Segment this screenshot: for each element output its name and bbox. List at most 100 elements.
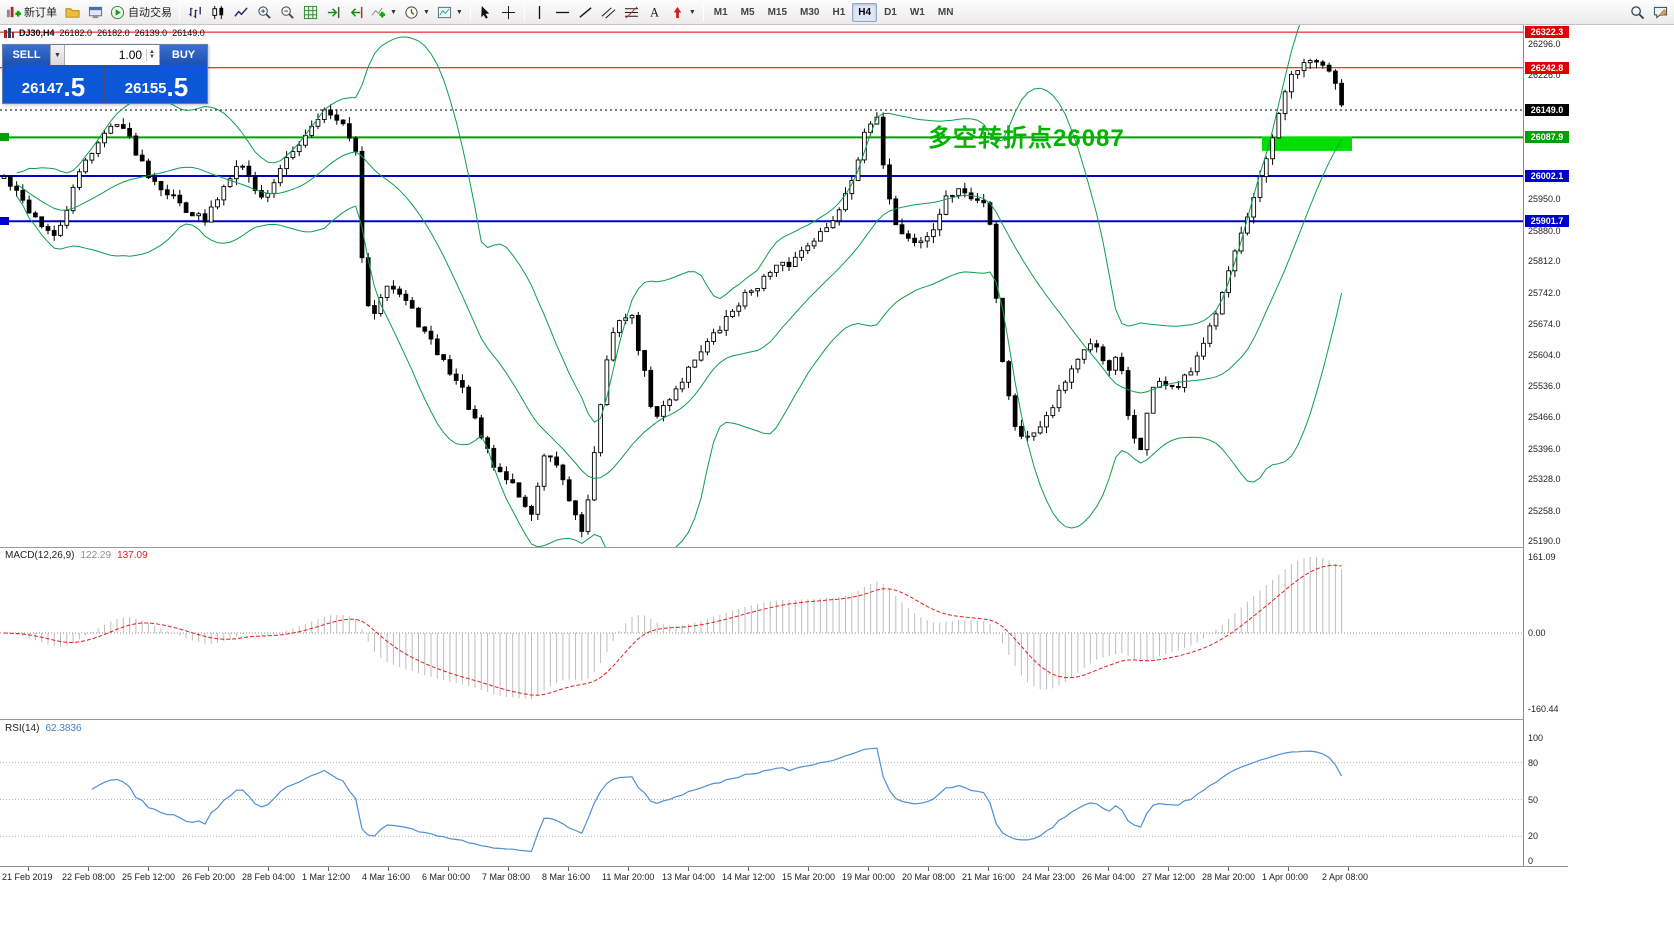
time-axis-label: 22 Feb 08:00	[62, 872, 116, 882]
search-button[interactable]	[1626, 2, 1648, 23]
time-axis[interactable]: 21 Feb 2019 22 Feb 08:00 25 Feb 12:00 26 Fe…	[0, 866, 1568, 890]
vertical-line-button[interactable]	[529, 2, 551, 23]
price-scale-tick: 25880.0	[1528, 225, 1561, 236]
periods-button[interactable]: ▼	[401, 2, 433, 23]
buy-button[interactable]: BUY	[160, 45, 207, 65]
price-line-left-tag[interactable]	[0, 217, 9, 226]
price-scale[interactable]: 26296.0 26226.0 25950.0 25880.0 25812.0 25742…	[1523, 25, 1674, 890]
timeframe-m30[interactable]: M30	[800, 6, 820, 18]
zoom-out-button[interactable]	[276, 2, 298, 23]
time-axis-tick	[688, 867, 689, 871]
line-chart-button[interactable]	[230, 2, 252, 23]
grid-button[interactable]	[299, 2, 321, 23]
bollinger-bands	[16, 25, 1343, 547]
volume-dropdown[interactable]: ▼	[50, 45, 65, 65]
volume-value: 1.00	[118, 48, 143, 62]
timeframe-m15[interactable]: M15	[767, 6, 788, 18]
chart-shift-button[interactable]	[345, 2, 367, 23]
time-axis-tick	[88, 867, 89, 871]
chart-shift-icon	[350, 6, 362, 18]
terminal-button[interactable]	[84, 2, 106, 23]
timeframe-w1[interactable]: W1	[909, 6, 925, 18]
timeframe-h1[interactable]: H1	[832, 6, 846, 18]
time-axis-label: 28 Mar 20:00	[1202, 872, 1256, 882]
bar-chart-button[interactable]	[184, 2, 206, 23]
horizontal-line-button[interactable]	[552, 2, 574, 23]
price-tag-26002.1: 26002.1	[1525, 170, 1569, 183]
time-axis-label: 15 Mar 20:00	[782, 872, 836, 882]
crosshair-icon	[502, 5, 516, 19]
timeframe-h4[interactable]: H4	[852, 2, 878, 22]
chat-button[interactable]	[1649, 2, 1671, 23]
text-icon: A	[650, 5, 659, 19]
candlestick-chart-button[interactable]	[207, 2, 229, 23]
macd-panel-separator[interactable]	[0, 547, 1568, 548]
time-axis-tick	[1228, 867, 1229, 871]
timeframe-m1[interactable]: M1	[713, 6, 728, 18]
timeframe-m5[interactable]: M5	[740, 6, 755, 18]
price-scale-tick: 25258.0	[1528, 505, 1561, 516]
chart-ohlc-header: DJ30,H4 26182.0 26182.0 26139.0 26149.0	[4, 28, 205, 38]
time-axis-tick	[868, 867, 869, 871]
candlestick-chart-icon	[211, 5, 223, 19]
profiles-icon	[64, 7, 80, 18]
fibonacci-button[interactable]	[621, 2, 643, 23]
highlight-rectangle[interactable]	[1262, 136, 1352, 151]
fibonacci-icon	[625, 6, 639, 18]
price-scale-tick: 25742.0	[1528, 287, 1561, 298]
sell-price-box[interactable]: 26147 .5	[3, 66, 104, 103]
macd-scale-label: -160.44	[1528, 704, 1559, 714]
price-scale-tick: 25328.0	[1528, 474, 1561, 485]
macd-main-value: 122.29	[80, 550, 112, 561]
time-axis-label: 28 Feb 04:00	[242, 872, 296, 882]
text-button[interactable]: A	[644, 2, 666, 23]
time-axis-tick	[148, 867, 149, 871]
macd-histogram	[9, 557, 1343, 700]
auto-scroll-button[interactable]	[322, 2, 344, 23]
rsi-panel-separator[interactable]	[0, 719, 1568, 720]
time-axis-label: 11 Mar 20:00	[602, 872, 655, 882]
price-scale-tick: 25674.0	[1528, 318, 1561, 329]
new-order-button[interactable]: 新订单	[3, 2, 60, 23]
dropdown-caret: ▼	[455, 8, 463, 16]
sell-button[interactable]: SELL	[3, 45, 50, 65]
time-axis-tick	[1348, 867, 1349, 871]
time-axis-label: 2 Apr 08:00	[1322, 872, 1369, 882]
main-chart[interactable]	[0, 25, 1523, 547]
buy-price-box[interactable]: 26155 .5	[106, 66, 207, 103]
time-axis-label: 8 Mar 16:00	[542, 872, 591, 882]
indicators-button[interactable]: ▼	[368, 2, 400, 23]
toolbar-separator	[179, 3, 180, 21]
macd-panel[interactable]	[0, 548, 1523, 719]
price-scale-tick: 25812.0	[1528, 256, 1561, 267]
volume-spinner[interactable]: ▲ ▼	[146, 49, 157, 61]
terminal-icon	[88, 6, 102, 18]
auto-trading-button[interactable]: 自动交易	[107, 2, 175, 23]
templates-button[interactable]: ▼	[434, 2, 466, 23]
crosshair-button[interactable]	[498, 2, 520, 23]
rsi-label: RSI(14)	[5, 723, 40, 734]
volume-input[interactable]: 1.00 ▲ ▼	[65, 45, 160, 65]
chart-annotation-text[interactable]: 多空转折点26087	[928, 125, 1125, 152]
rsi-panel[interactable]	[0, 720, 1523, 866]
arrows-button[interactable]: ▼	[667, 2, 699, 23]
time-axis-tick	[328, 867, 329, 871]
price-line-left-tag[interactable]	[0, 133, 9, 142]
top-toolbar: 新订单 自动交易	[0, 0, 1674, 25]
svg-text:A: A	[650, 5, 659, 19]
channel-button[interactable]	[598, 2, 620, 23]
timeframe-d1[interactable]: D1	[884, 6, 897, 18]
time-axis-tick	[208, 867, 209, 871]
zoom-in-button[interactable]	[253, 2, 275, 23]
macd-header: MACD(12,26,9) 122.29 137.09	[5, 550, 148, 561]
profiles-button[interactable]	[61, 2, 83, 23]
price-tag-26242.8: 26242.8	[1525, 61, 1569, 74]
cursor-button[interactable]	[475, 2, 497, 23]
macd-signal-line	[3, 564, 1342, 696]
new-order-icon	[6, 6, 21, 17]
time-axis-tick	[1288, 867, 1289, 871]
timeframe-mn[interactable]: MN	[937, 6, 954, 18]
dropdown-caret: ▼	[390, 8, 397, 16]
trendline-button[interactable]	[575, 2, 597, 23]
rsi-scale-label: 20	[1528, 831, 1539, 842]
